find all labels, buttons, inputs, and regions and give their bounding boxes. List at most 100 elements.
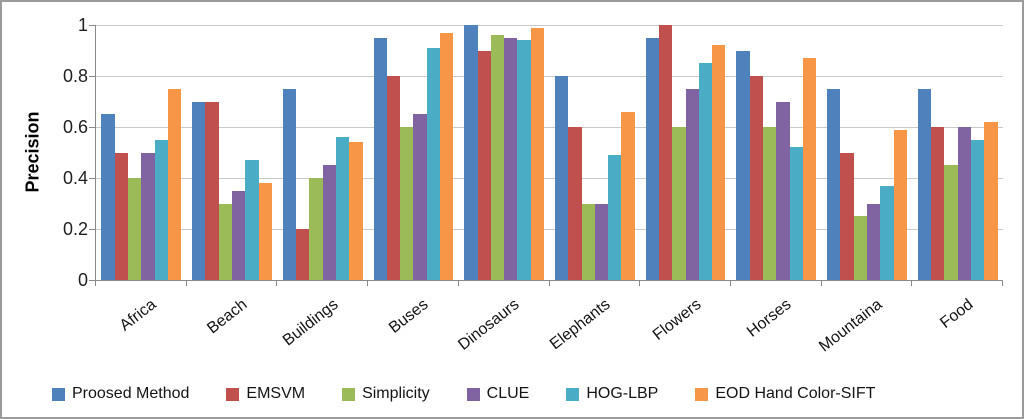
bar-proosed-method-mountaina: [827, 88, 841, 280]
y-tick-mark: [89, 76, 95, 77]
bar-eod-hand-color-sift-mountaina: [893, 129, 907, 280]
y-tick-mark: [89, 178, 95, 179]
bar-proosed-method-elephants: [554, 76, 569, 280]
bar-emsvm-mountaina: [840, 152, 854, 280]
bar-hog-lbp-flowers: [698, 63, 713, 280]
y-tick-label: 0.8: [62, 66, 88, 86]
bar-emsvm-buildings: [296, 229, 310, 280]
y-tick-label: 0: [77, 270, 88, 290]
legend-label: EMSVM: [246, 385, 306, 402]
bar-emsvm-buses: [386, 76, 401, 280]
bar-hog-lbp-horses: [789, 147, 803, 280]
bar-hog-lbp-buses: [426, 47, 441, 280]
bar-proosed-method-dinosaurs: [464, 25, 478, 280]
bar-proosed-method-horses: [736, 50, 750, 280]
y-tick-mark: [89, 229, 95, 230]
bar-simplicity-buildings: [309, 178, 323, 280]
x-tick-mark: [911, 280, 913, 286]
bar-emsvm-dinosaurs: [477, 50, 491, 280]
plot-area: [95, 25, 1003, 281]
y-tick-mark: [89, 280, 95, 281]
gridline: [96, 178, 1003, 179]
bar-hog-lbp-buildings: [336, 137, 350, 280]
gridline: [96, 76, 1003, 77]
bar-clue-africa: [141, 152, 155, 280]
bar-clue-flowers: [685, 88, 699, 280]
bar-eod-hand-color-sift-buildings: [349, 142, 363, 280]
bar-proosed-method-africa: [101, 114, 115, 280]
y-tick-mark: [89, 127, 95, 128]
legend-item-clue: CLUE: [466, 385, 530, 403]
bar-hog-lbp-food: [970, 139, 985, 280]
x-category-label: Dinosaurs: [455, 296, 523, 354]
bar-eod-hand-color-sift-flowers: [712, 45, 726, 280]
legend-label: Simplicity: [362, 385, 430, 402]
bar-eod-hand-color-sift-africa: [167, 88, 182, 280]
bar-hog-lbp-mountaina: [880, 185, 894, 280]
legend-item-simplicity: Simplicity: [342, 385, 430, 403]
bar-proosed-method-flowers: [645, 37, 659, 280]
x-tick-mark: [276, 280, 278, 286]
x-tick-mark: [820, 280, 822, 286]
bar-emsvm-flowers: [658, 25, 673, 280]
legend-item-proosed-method: Proosed Method: [52, 385, 189, 403]
x-tick-mark: [95, 280, 96, 286]
bar-eod-hand-color-sift-buses: [440, 32, 454, 280]
legend-item-eod-hand-color-sift: EOD Hand Color-SIFT: [695, 385, 875, 403]
bar-hog-lbp-africa: [154, 139, 168, 280]
bar-emsvm-beach: [205, 101, 219, 280]
x-category-label: Horses: [744, 296, 795, 341]
gridline: [96, 229, 1003, 230]
legend-marker-eod-hand-color-sift: [695, 387, 709, 401]
bar-simplicity-buses: [400, 127, 414, 280]
bar-simplicity-flowers: [672, 127, 686, 280]
legend-marker-clue: [466, 387, 480, 401]
x-category-label: Beach: [204, 296, 251, 338]
bar-proosed-method-food: [917, 88, 932, 280]
bar-simplicity-africa: [128, 178, 142, 280]
bar-clue-buildings: [322, 165, 337, 280]
bar-eod-hand-color-sift-horses: [802, 58, 817, 280]
bar-emsvm-horses: [749, 76, 763, 280]
bar-emsvm-africa: [114, 152, 129, 280]
x-tick-mark: [639, 280, 641, 286]
x-category-label: Flowers: [649, 296, 705, 344]
bar-eod-hand-color-sift-elephants: [621, 111, 635, 280]
legend-label: CLUE: [486, 385, 530, 402]
legend-marker-proosed-method: [52, 387, 65, 401]
legend: Proosed Method EMSVM Simplicity CLUE HOG-LBP…: [52, 385, 875, 403]
bar-hog-lbp-beach: [245, 160, 259, 280]
bar-simplicity-horses: [762, 127, 777, 280]
bar-emsvm-food: [931, 127, 945, 280]
x-category-label: Buildings: [279, 296, 342, 350]
x-tick-mark: [457, 280, 459, 286]
legend-label: HOG-LBP: [586, 385, 659, 402]
bar-clue-dinosaurs: [504, 37, 518, 280]
bar-simplicity-mountaina: [853, 216, 867, 280]
x-category-label: Buses: [386, 296, 432, 337]
x-category-label: Mountaina: [816, 296, 886, 356]
bar-proosed-method-beach: [192, 101, 206, 280]
gridline: [96, 25, 1003, 26]
y-tick-label: 1: [77, 15, 88, 35]
x-tick-mark: [729, 280, 731, 286]
bar-simplicity-dinosaurs: [490, 35, 505, 280]
bar-hog-lbp-elephants: [608, 155, 622, 280]
bar-proosed-method-buildings: [282, 88, 297, 280]
bar-hog-lbp-dinosaurs: [517, 40, 531, 280]
bar-simplicity-elephants: [581, 203, 595, 280]
legend-marker-simplicity: [342, 387, 356, 401]
x-category-label: Africa: [117, 296, 160, 335]
bar-clue-horses: [776, 101, 790, 280]
x-category-label: Elephants: [546, 296, 614, 354]
bar-clue-buses: [413, 114, 427, 280]
x-tick-mark: [548, 280, 550, 286]
y-tick-label: 0.6: [62, 117, 88, 137]
y-tick-label: 0.2: [62, 219, 88, 239]
bar-clue-food: [957, 127, 971, 280]
bar-clue-beach: [232, 190, 246, 280]
legend-marker-hog-lbp: [566, 387, 580, 401]
x-tick-mark: [367, 280, 369, 286]
legend-marker-emsvm: [226, 387, 240, 401]
